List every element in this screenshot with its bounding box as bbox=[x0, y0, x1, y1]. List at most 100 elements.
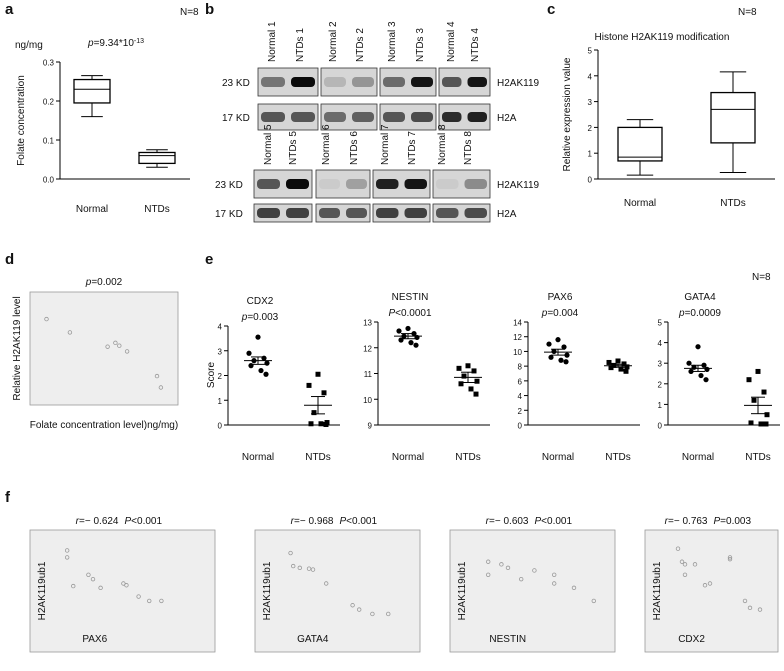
data-point bbox=[248, 363, 254, 369]
stat-label-part: p bbox=[85, 277, 92, 288]
box bbox=[710, 91, 756, 144]
stat-label-part: p bbox=[87, 38, 94, 49]
y-axis-label: Score bbox=[206, 362, 217, 389]
stat-label-part: =− 0.603 bbox=[489, 516, 529, 527]
data-point bbox=[261, 355, 267, 361]
blot bbox=[432, 169, 491, 199]
x-tick-label: Normal bbox=[682, 452, 714, 463]
y-tick-label: 0 bbox=[518, 422, 523, 431]
x-tick-label: NTDs bbox=[455, 452, 481, 463]
band bbox=[467, 77, 487, 87]
data-point bbox=[471, 368, 477, 374]
data-point bbox=[606, 359, 612, 365]
data-point bbox=[551, 348, 557, 355]
data-point bbox=[707, 581, 713, 586]
data-point bbox=[702, 583, 708, 588]
x-axis-label: Folate concentration level)ng/mg) bbox=[30, 420, 178, 431]
data-point bbox=[468, 386, 474, 392]
y-tick-label: 0 bbox=[218, 422, 223, 431]
y-tick-label: 2 bbox=[588, 124, 593, 133]
y-axis-label: H2AK119ub1 bbox=[652, 561, 663, 620]
y-tick-label: 2 bbox=[658, 380, 663, 389]
chart-title: Histone H2AK119 modification bbox=[595, 32, 730, 43]
x-tick-label: Normal bbox=[392, 452, 424, 463]
data-point bbox=[532, 568, 537, 573]
band bbox=[319, 208, 340, 218]
data-point bbox=[505, 565, 511, 571]
y-tick-label: 3 bbox=[588, 98, 593, 107]
data-point bbox=[757, 607, 763, 612]
y-tick-label: 0.0 bbox=[43, 176, 55, 185]
protein-label: H2A bbox=[497, 113, 517, 124]
data-point bbox=[747, 605, 753, 611]
panel-letter: b bbox=[205, 1, 214, 18]
stat-label-part: r bbox=[665, 516, 669, 527]
data-point bbox=[546, 341, 552, 347]
y-tick-label: 1 bbox=[218, 397, 223, 406]
data-point bbox=[456, 365, 462, 371]
stat-label: r=− 0.968 bbox=[291, 516, 334, 527]
sample-size: N=8 bbox=[738, 7, 757, 18]
lane-label: Normal 4 bbox=[446, 21, 457, 62]
band bbox=[376, 208, 399, 218]
data-point bbox=[692, 562, 698, 567]
x-tick-label: NTDs bbox=[305, 452, 331, 463]
lane-label: NTDs 7 bbox=[407, 131, 418, 165]
data-point bbox=[405, 325, 411, 332]
band bbox=[319, 179, 340, 189]
unit-label: ng/mg bbox=[15, 40, 43, 51]
x-tick-label: NTDs bbox=[144, 204, 170, 215]
y-tick-label: 1 bbox=[658, 401, 663, 410]
data-point bbox=[258, 367, 264, 374]
stat-label: p=0.002 bbox=[85, 277, 123, 288]
data-point bbox=[703, 377, 709, 383]
y-tick-label: 2 bbox=[218, 372, 223, 381]
data-point bbox=[408, 340, 414, 346]
marker-label: 23 KD bbox=[222, 78, 250, 89]
band bbox=[286, 179, 309, 189]
blot bbox=[315, 169, 371, 199]
lane-label: Normal 2 bbox=[328, 21, 339, 62]
stat-label-part: <0.0001 bbox=[395, 308, 432, 319]
x-axis-label: NESTIN bbox=[489, 634, 526, 645]
data-point bbox=[465, 363, 471, 369]
data-point bbox=[124, 583, 129, 588]
plot-area bbox=[449, 529, 616, 653]
data-point bbox=[748, 420, 754, 426]
data-point bbox=[105, 344, 110, 349]
marker-label: 17 KD bbox=[222, 113, 250, 124]
data-point bbox=[357, 607, 362, 612]
data-point bbox=[746, 377, 752, 383]
sample-size: N=8 bbox=[752, 272, 771, 283]
lane-label: Normal 8 bbox=[437, 124, 448, 165]
data-point bbox=[255, 334, 261, 340]
band bbox=[404, 179, 427, 189]
band bbox=[261, 77, 285, 87]
x-tick-label: Normal bbox=[76, 204, 108, 215]
band bbox=[261, 112, 285, 122]
y-axis-label: H2AK119ub1 bbox=[262, 561, 273, 620]
x-tick-label: NTDs bbox=[720, 198, 746, 209]
sample-size: N=8 bbox=[180, 7, 199, 18]
data-point bbox=[159, 598, 164, 604]
data-point bbox=[246, 350, 252, 356]
data-point bbox=[548, 354, 554, 360]
data-point bbox=[396, 328, 402, 334]
lane-label: Normal 1 bbox=[267, 21, 278, 62]
y-tick-label: 5 bbox=[658, 319, 663, 328]
band bbox=[352, 77, 374, 87]
panel-letter: e bbox=[205, 251, 213, 268]
band bbox=[464, 179, 487, 189]
band bbox=[411, 112, 433, 122]
x-tick-label: NTDs bbox=[745, 452, 771, 463]
data-point bbox=[291, 563, 296, 569]
chart-title: PAX6 bbox=[548, 292, 573, 303]
stat-label: r=− 0.624 bbox=[76, 516, 119, 527]
data-point bbox=[386, 611, 391, 617]
data-point bbox=[473, 391, 479, 397]
data-point bbox=[398, 337, 404, 343]
data-point bbox=[486, 572, 491, 577]
y-tick-label: 0.3 bbox=[43, 59, 55, 68]
plot-area bbox=[29, 291, 179, 406]
data-point bbox=[90, 576, 96, 582]
